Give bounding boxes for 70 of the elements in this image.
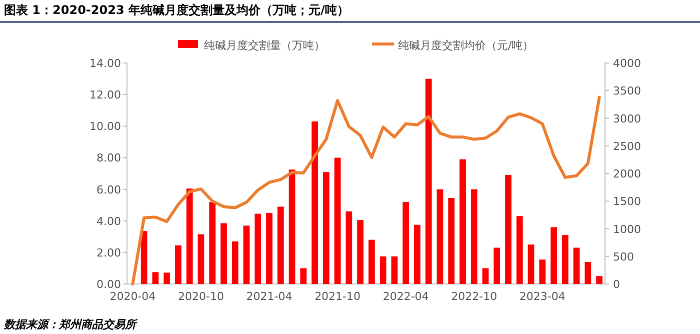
bar — [232, 241, 238, 284]
bar — [277, 206, 284, 284]
bar — [516, 216, 523, 284]
y-tick-label: 8.00 — [96, 152, 121, 165]
bar — [470, 189, 478, 284]
line-series — [131, 96, 601, 286]
bar — [288, 170, 296, 284]
bar — [539, 260, 546, 284]
bar — [391, 256, 398, 284]
y2-tick-label: 1500 — [613, 195, 641, 208]
legend-label: 纯碱月度交割量（万吨） — [204, 39, 325, 52]
bar — [357, 220, 364, 284]
y2-tick-label: 3000 — [613, 112, 641, 126]
x-tick-label: 2022-04 — [382, 290, 429, 303]
bar — [368, 240, 375, 284]
bar — [402, 202, 410, 284]
x-tick-label: 2020-10 — [178, 290, 224, 303]
bar — [164, 272, 170, 284]
x-tick-label: 2022-10 — [451, 290, 498, 303]
y2-tick-label: 2500 — [613, 140, 641, 153]
bar — [436, 189, 444, 284]
bar — [596, 276, 602, 284]
y2-tick-label: 4000 — [613, 57, 641, 70]
bar — [425, 78, 432, 284]
y-tick-label: 14.00 — [90, 57, 121, 70]
bar — [562, 235, 568, 284]
bar — [209, 202, 216, 284]
bar — [584, 262, 592, 284]
bar — [528, 244, 534, 284]
y2-tick-label: 3500 — [613, 84, 641, 98]
bar — [550, 227, 557, 284]
bar — [482, 268, 489, 284]
bar — [573, 248, 580, 284]
bar — [254, 214, 262, 284]
y2-tick-label: 2000 — [613, 168, 641, 180]
y-tick-label: 0.00 — [96, 278, 121, 291]
bar — [346, 211, 352, 284]
x-tick-label: 2021-10 — [314, 290, 361, 303]
bar — [140, 231, 148, 284]
y-tick-label: 12.00 — [90, 88, 121, 102]
bar — [312, 121, 318, 284]
x-tick-label: 2021-04 — [246, 290, 292, 303]
x-tick-label: 2023-04 — [519, 290, 566, 303]
bar — [334, 158, 341, 284]
bar — [198, 234, 204, 284]
source-note: 数据来源：郑州商品交易所 — [3, 318, 138, 331]
bar — [266, 212, 272, 284]
bar — [152, 272, 159, 284]
bar — [186, 188, 193, 284]
bar — [505, 175, 512, 284]
x-tick-label: 2020-04 — [110, 290, 156, 303]
bar — [243, 226, 250, 284]
legend-label: 纯碱月度交割均价（元/吨） — [398, 39, 534, 52]
bar — [300, 268, 307, 284]
y2-tick-label: 500 — [613, 250, 634, 264]
bar — [494, 248, 500, 284]
bar — [175, 245, 182, 284]
y2-tick-label: 0 — [613, 278, 620, 291]
bar — [380, 256, 386, 284]
y-tick-label: 6.00 — [96, 183, 121, 196]
y-tick-label: 4.00 — [96, 214, 121, 228]
bar — [414, 224, 420, 284]
y2-tick-label: 1000 — [613, 222, 641, 236]
bar — [322, 172, 330, 284]
y-tick-label: 10.00 — [90, 120, 121, 134]
bar — [448, 198, 455, 284]
chart-title: 图表 1：2020-2023 年纯碱月度交割量及均价（万吨；元/吨） — [4, 3, 349, 17]
bar — [220, 223, 227, 284]
y-tick-label: 2.00 — [96, 246, 121, 260]
bar — [460, 159, 466, 284]
